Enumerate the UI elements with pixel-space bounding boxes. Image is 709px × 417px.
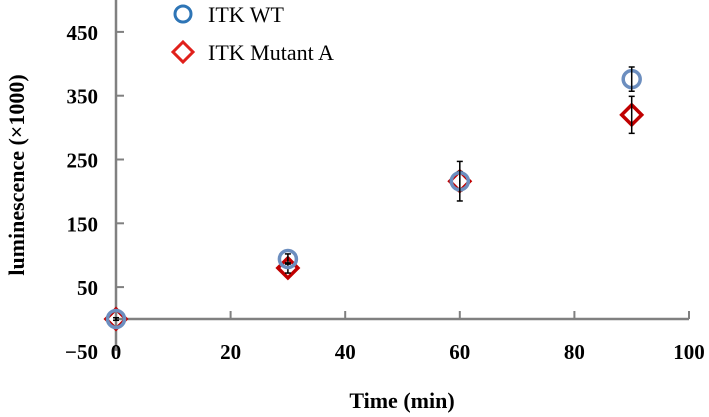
legend: ITK WT ITK Mutant A xyxy=(170,2,334,65)
legend-label-wt: ITK WT xyxy=(208,2,285,27)
wt-error-bar xyxy=(456,160,463,202)
data-marks xyxy=(103,66,645,332)
x-tick-label: 0 xyxy=(111,340,122,364)
x-tick-label: 80 xyxy=(564,340,585,364)
wt-point xyxy=(105,308,127,330)
legend-marker-wt xyxy=(173,4,193,24)
y-tick-label: 450 xyxy=(67,21,99,45)
y-tick-label: 50 xyxy=(77,276,98,300)
wt-error-bar xyxy=(284,253,291,265)
mutant-error-bar xyxy=(628,95,635,135)
y-tick-label: −50 xyxy=(65,340,98,364)
legend-label-mutant: ITK Mutant A xyxy=(208,40,334,65)
y-tick-label: 150 xyxy=(67,212,99,236)
ticks: −50 50 150 250 350 450 0 20 40 60 80 100 xyxy=(65,21,705,364)
y-tick-label: 350 xyxy=(67,85,99,109)
x-tick-label: 40 xyxy=(335,340,356,364)
x-tick-label: 100 xyxy=(673,340,705,364)
wt-point xyxy=(277,248,299,270)
axes xyxy=(114,0,689,351)
legend-marker-mutant xyxy=(170,39,196,65)
y-axis-title: luminescence (×1000) xyxy=(4,74,29,275)
x-tick-label: 20 xyxy=(220,340,241,364)
x-tick-label: 60 xyxy=(449,340,470,364)
wt-error-bar xyxy=(113,316,119,322)
wt-error-bar xyxy=(628,66,635,92)
y-tick-label: 250 xyxy=(67,149,99,173)
x-axis-title: Time (min) xyxy=(349,388,454,413)
